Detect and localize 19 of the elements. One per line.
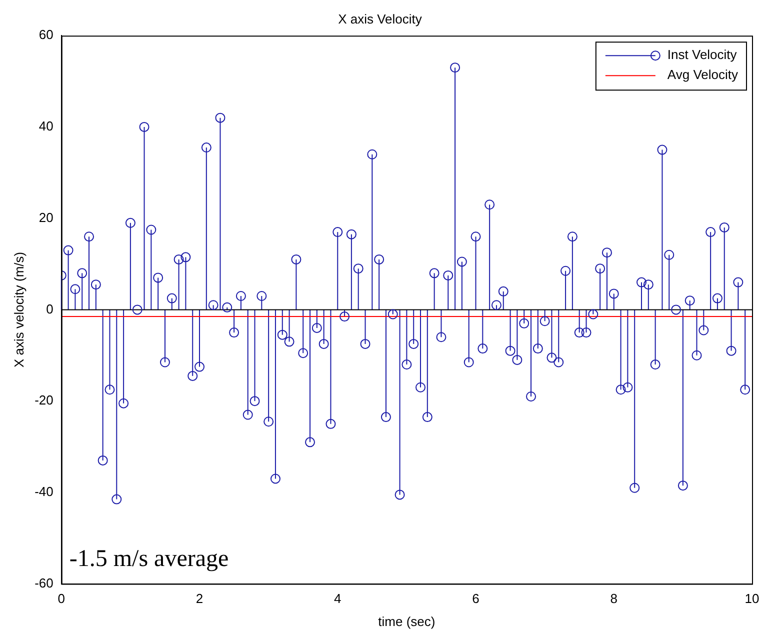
x-tick-label: 0 (58, 591, 66, 606)
x-axis-title: time (sec) (378, 614, 436, 629)
chart-title: X axis Velocity (338, 11, 422, 26)
y-tick-label: -20 (34, 392, 54, 408)
y-axis-title: X axis velocity (m/s) (11, 252, 26, 368)
legend-label: Inst Velocity (667, 47, 738, 62)
y-tick-label: 40 (38, 118, 54, 134)
annotation: -1.5 m/s average (69, 546, 229, 572)
y-tick-label: 0 (46, 301, 54, 316)
y-tick-label: 20 (38, 210, 54, 225)
y-tick-label: -60 (34, 575, 54, 590)
x-tick-label: 6 (472, 591, 480, 606)
y-tick-label: -40 (34, 484, 54, 500)
legend-label: Avg Velocity (667, 67, 738, 82)
x-tick-label: 4 (334, 591, 342, 606)
x-tick-label: 8 (610, 591, 618, 606)
x-tick-label: 10 (744, 591, 760, 606)
y-tick-label: 60 (38, 27, 54, 42)
x-tick-label: 2 (196, 591, 204, 606)
